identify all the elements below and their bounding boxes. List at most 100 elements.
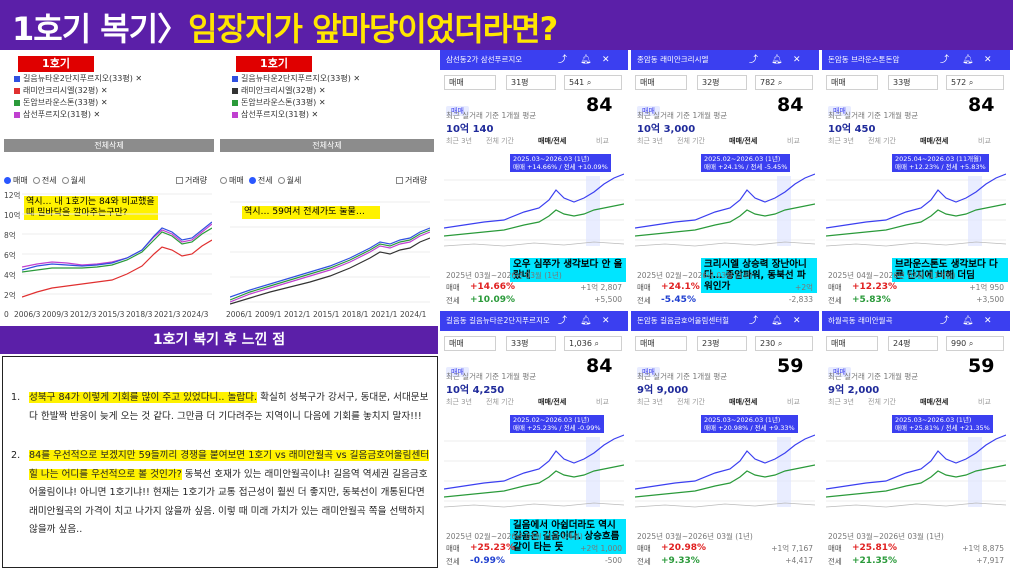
complex-name: 길음동 길음뉴타운2단지푸르지오 xyxy=(446,316,550,325)
row-label: 전세 xyxy=(446,557,460,566)
type-radios[interactable]: 매매 전세 월세 xyxy=(4,175,85,186)
count-box[interactable]: 541 ⌕ xyxy=(564,75,622,90)
tab-sale-jeonse[interactable]: 매매/전세 xyxy=(729,137,758,145)
radio-icon[interactable] xyxy=(61,177,69,184)
close-icon[interactable]: ✕ xyxy=(602,55,610,65)
deal-type-pill[interactable]: 매매 xyxy=(446,359,469,378)
deal-type-select[interactable]: 매매 xyxy=(826,336,878,351)
tab-all[interactable]: 전체 기간 xyxy=(486,137,514,145)
clear-all-button[interactable]: 전체삭제 xyxy=(220,139,434,152)
period-footer: 2025년 02월~2026년 03월 (1년) xyxy=(637,271,753,280)
tab-all[interactable]: 전체 기간 xyxy=(868,137,896,145)
bell-icon[interactable]: 🔔︎ xyxy=(771,316,783,326)
tab-compare[interactable]: 비교 xyxy=(787,137,800,145)
legend-item[interactable]: 래미안크리시엘(32평) ✕ xyxy=(232,85,432,97)
bell-icon[interactable]: 🔔︎ xyxy=(771,55,783,65)
radio-icon[interactable] xyxy=(32,177,40,184)
radio-icon[interactable] xyxy=(277,177,285,184)
size-select[interactable]: 32평 xyxy=(697,75,747,90)
search-icon: ⌕ xyxy=(777,78,783,87)
size-select[interactable]: 33평 xyxy=(506,336,556,351)
x-axis: 2006/1 2009/1 2012/1 2015/1 2018/1 2021/… xyxy=(226,310,434,320)
count-box[interactable]: 990 ⌕ xyxy=(946,336,1004,351)
tab-3y[interactable]: 최근 3년 xyxy=(828,398,854,406)
clear-all-button[interactable]: 전체삭제 xyxy=(4,139,214,152)
size-select[interactable]: 33평 xyxy=(888,75,938,90)
checkbox-icon[interactable] xyxy=(176,177,183,184)
reflection-title: 1호기 복기 후 느낀 점 xyxy=(0,326,438,354)
checkbox-icon[interactable] xyxy=(396,177,403,184)
tab-sale-jeonse[interactable]: 매매/전세 xyxy=(538,398,567,406)
count-box[interactable]: 230 ⌕ xyxy=(755,336,813,351)
close-icon[interactable]: ✕ xyxy=(984,316,992,326)
tab-3y[interactable]: 최근 3년 xyxy=(637,398,663,406)
tab-all[interactable]: 전체 기간 xyxy=(868,398,896,406)
count-box[interactable]: 572 ⌕ xyxy=(946,75,1004,90)
tab-compare[interactable]: 비교 xyxy=(978,137,991,145)
legend-item[interactable]: 돈암브라운스톤(33평) ✕ xyxy=(14,97,214,109)
deal-type-select[interactable]: 매매 xyxy=(635,336,687,351)
tab-all[interactable]: 전체 기간 xyxy=(677,398,705,406)
count-box[interactable]: 1,036 ⌕ xyxy=(564,336,622,351)
reflection-box: 1. 성북구 84가 이렇게 기회를 많이 주고 있었다니.. 놀랍다. 확실히… xyxy=(2,356,438,568)
legend-item[interactable]: 길음뉴타운2단지푸르지오(33평) ✕ xyxy=(14,73,214,85)
share-icon[interactable]: ⤴ xyxy=(749,55,759,65)
deal-type-pill[interactable]: 매매 xyxy=(637,359,660,378)
deal-type-select[interactable]: 매매 xyxy=(444,336,496,351)
legend-item[interactable]: 길음뉴타운2단지푸르지오(33평) ✕ xyxy=(232,73,432,85)
legend-item[interactable]: 삼선푸르지오(31평) ✕ xyxy=(232,109,432,121)
size-select[interactable]: 24평 xyxy=(888,336,938,351)
radio-on-icon[interactable] xyxy=(248,177,256,184)
deal-type-select[interactable]: 매매 xyxy=(635,75,687,90)
legend-label: 돈암브라운스톤(33평) xyxy=(241,98,317,107)
legend-item[interactable]: 래미안크리시엘(32평) ✕ xyxy=(14,85,214,97)
deal-type-select[interactable]: 매매 xyxy=(444,75,496,90)
deal-type-pill[interactable]: 매매 xyxy=(828,359,851,378)
tab-compare[interactable]: 비교 xyxy=(978,398,991,406)
size-select[interactable]: 23평 xyxy=(697,336,747,351)
volume-checkbox[interactable]: 거래량 xyxy=(396,175,427,186)
deal-type-select[interactable]: 매매 xyxy=(826,75,878,90)
close-icon[interactable]: ✕ xyxy=(793,55,801,65)
deal-type-pill[interactable]: 매매 xyxy=(828,98,851,117)
size-select[interactable]: 31평 xyxy=(506,75,556,90)
tab-3y[interactable]: 최근 3년 xyxy=(446,398,472,406)
bell-icon[interactable]: 🔔︎ xyxy=(580,55,592,65)
close-icon[interactable]: ✕ xyxy=(602,316,610,326)
tab-compare[interactable]: 비교 xyxy=(596,137,609,145)
bell-icon[interactable]: 🔔︎ xyxy=(580,316,592,326)
close-icon[interactable]: ✕ xyxy=(793,316,801,326)
bell-icon[interactable]: 🔔︎ xyxy=(962,55,974,65)
tab-sale-jeonse[interactable]: 매매/전세 xyxy=(538,137,567,145)
share-icon[interactable]: ⤴ xyxy=(558,55,568,65)
legend-item[interactable]: 돈암브라운스톤(33평) ✕ xyxy=(232,97,432,109)
radio-icon[interactable] xyxy=(220,177,227,184)
tab-sale-jeonse[interactable]: 매매/전세 xyxy=(920,398,949,406)
tab-compare[interactable]: 비교 xyxy=(596,398,609,406)
radio-on-icon[interactable] xyxy=(4,177,11,184)
page-title: 1호기 복기〉임장지가 앞마당이었더라면? xyxy=(12,4,558,50)
tab-compare[interactable]: 비교 xyxy=(787,398,800,406)
tab-sale-jeonse[interactable]: 매매/전세 xyxy=(729,398,758,406)
volume-checkbox[interactable]: 거래량 xyxy=(176,175,207,186)
deal-type-pill[interactable]: 매매 xyxy=(446,98,469,117)
type-radios[interactable]: 매매 전세 월세 xyxy=(220,175,301,186)
tab-3y[interactable]: 최근 3년 xyxy=(446,137,472,145)
share-icon[interactable]: ⤴ xyxy=(940,55,950,65)
size-label: 59 xyxy=(968,355,995,377)
share-icon[interactable]: ⤴ xyxy=(558,316,568,326)
share-icon[interactable]: ⤴ xyxy=(940,316,950,326)
deal-type-pill[interactable]: 매매 xyxy=(637,98,660,117)
count-box[interactable]: 782 ⌕ xyxy=(755,75,813,90)
tab-3y[interactable]: 최근 3년 xyxy=(828,137,854,145)
period-footer: 2025년 03월~2026년 03월 (1년) xyxy=(828,532,944,541)
share-icon[interactable]: ⤴ xyxy=(749,316,759,326)
legend-item[interactable]: 삼선푸르지오(31평) ✕ xyxy=(14,109,214,121)
close-icon[interactable]: ✕ xyxy=(984,55,992,65)
tab-sale-jeonse[interactable]: 매매/전세 xyxy=(920,137,949,145)
bell-icon[interactable]: 🔔︎ xyxy=(962,316,974,326)
tab-all[interactable]: 전체 기간 xyxy=(677,137,705,145)
card-header: 돈암동 길음금호어울림센터힐 ⤴ 🔔︎ ✕ xyxy=(631,311,819,331)
tab-all[interactable]: 전체 기간 xyxy=(486,398,514,406)
tab-3y[interactable]: 최근 3년 xyxy=(637,137,663,145)
